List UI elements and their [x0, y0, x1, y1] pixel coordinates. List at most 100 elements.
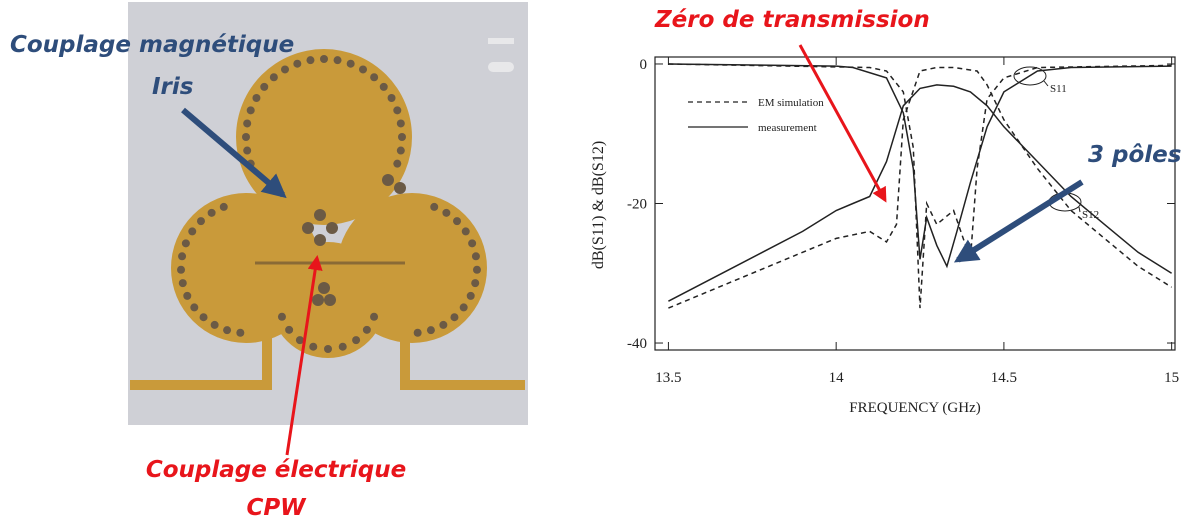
via-hole [285, 325, 294, 334]
y-tick-label: -40 [627, 336, 647, 352]
via-hole [196, 217, 205, 226]
y-axis-title: dB(S11) & dB(S12) [590, 141, 607, 269]
x-tick-label: 14.5 [991, 370, 1017, 386]
via-hole [426, 326, 435, 335]
via-hole [430, 202, 439, 211]
annotation: Iris [152, 74, 193, 100]
via-hole [309, 342, 318, 351]
iris-hole [394, 182, 406, 194]
via-hole [472, 265, 481, 274]
series-line [668, 66, 1172, 309]
via-hole [243, 119, 252, 128]
y-tick-label: -20 [627, 197, 647, 213]
via-hole [459, 303, 468, 312]
annotation: Couplage électrique [146, 457, 406, 483]
via-hole [210, 320, 219, 329]
curve-marker [1013, 66, 1047, 86]
via-hole [398, 133, 406, 141]
via-hole [387, 94, 396, 102]
y-tick-label: 0 [640, 57, 648, 73]
via-hole [370, 73, 379, 82]
via-hole [471, 279, 480, 288]
curve-label: S11 [1050, 83, 1067, 95]
arrow [953, 179, 1084, 263]
via-hole [223, 326, 232, 335]
via-hole [178, 252, 187, 261]
via-hole [320, 55, 328, 63]
via-hole [177, 265, 186, 274]
arrow [798, 44, 887, 203]
via-hole [352, 336, 361, 345]
via-hole [396, 146, 405, 155]
iris-hole [314, 234, 326, 246]
annotations: Couplage magnétique Iris Zéro de transmi… [10, 7, 1181, 521]
via-hole [379, 82, 388, 91]
marker [488, 62, 514, 72]
via-hole [219, 202, 228, 211]
via-hole [277, 312, 286, 321]
via-hole [243, 146, 252, 155]
via-hole [260, 82, 269, 91]
via-hole [281, 65, 289, 74]
arrow [181, 107, 287, 199]
via-hole [246, 106, 255, 115]
via-hole [370, 312, 379, 321]
via-hole [396, 119, 405, 128]
via-hole [466, 291, 475, 300]
x-axis-title: FREQUENCY (GHz) [849, 400, 981, 416]
via-hole [190, 303, 199, 312]
iris-hole [302, 222, 314, 234]
curve-label: S12 [1082, 209, 1099, 221]
via-hole [362, 325, 371, 334]
annotation: CPW [246, 495, 307, 521]
via-hole [293, 59, 302, 68]
via-hole [252, 94, 261, 102]
via-hole [393, 106, 402, 115]
via-hole [178, 279, 187, 288]
legend-label: EM simulation [758, 97, 824, 109]
annotation: Zéro de transmission [654, 7, 930, 33]
iris-hole [314, 209, 326, 221]
marker [488, 38, 514, 44]
via-hole [333, 56, 342, 65]
via-hole [199, 313, 208, 322]
via-hole [359, 65, 367, 74]
via-hole [442, 208, 451, 217]
series-line [668, 63, 1172, 309]
via-hole [468, 239, 477, 248]
via-hole [393, 159, 402, 168]
via-hole [453, 217, 462, 226]
iris-hole [324, 294, 336, 306]
iris-hole [326, 222, 338, 234]
chart: 13.5 14 14.5 15 0 -20 -40 FREQUENCY (GHz) dB(S11… [590, 56, 1179, 416]
via-hole [413, 328, 422, 337]
via-hole [324, 345, 332, 353]
iris-hole [382, 174, 394, 186]
via-hole [207, 208, 216, 217]
via-hole [295, 336, 304, 345]
x-tick-label: 14 [829, 370, 845, 386]
x-tick-label: 13.5 [655, 370, 681, 386]
curve-leader [1043, 80, 1049, 87]
series-line [668, 84, 1172, 302]
via-holes [177, 55, 481, 353]
via-hole [269, 73, 278, 82]
via-hole [450, 313, 459, 322]
legend-label: measurement [758, 122, 817, 134]
via-hole [183, 291, 192, 300]
series-line [668, 63, 1172, 269]
via-hole [346, 59, 355, 68]
via-hole [236, 328, 245, 337]
annotation: 3 pôles [1088, 142, 1181, 168]
iris-hole [318, 282, 330, 294]
via-hole [461, 227, 470, 236]
via-hole [306, 56, 315, 65]
via-hole [439, 320, 448, 329]
iris-hole [312, 294, 324, 306]
via-hole [181, 239, 190, 248]
arrow [285, 255, 323, 456]
curve-leader [1078, 206, 1081, 213]
via-hole [188, 227, 197, 236]
via-hole [338, 342, 347, 351]
